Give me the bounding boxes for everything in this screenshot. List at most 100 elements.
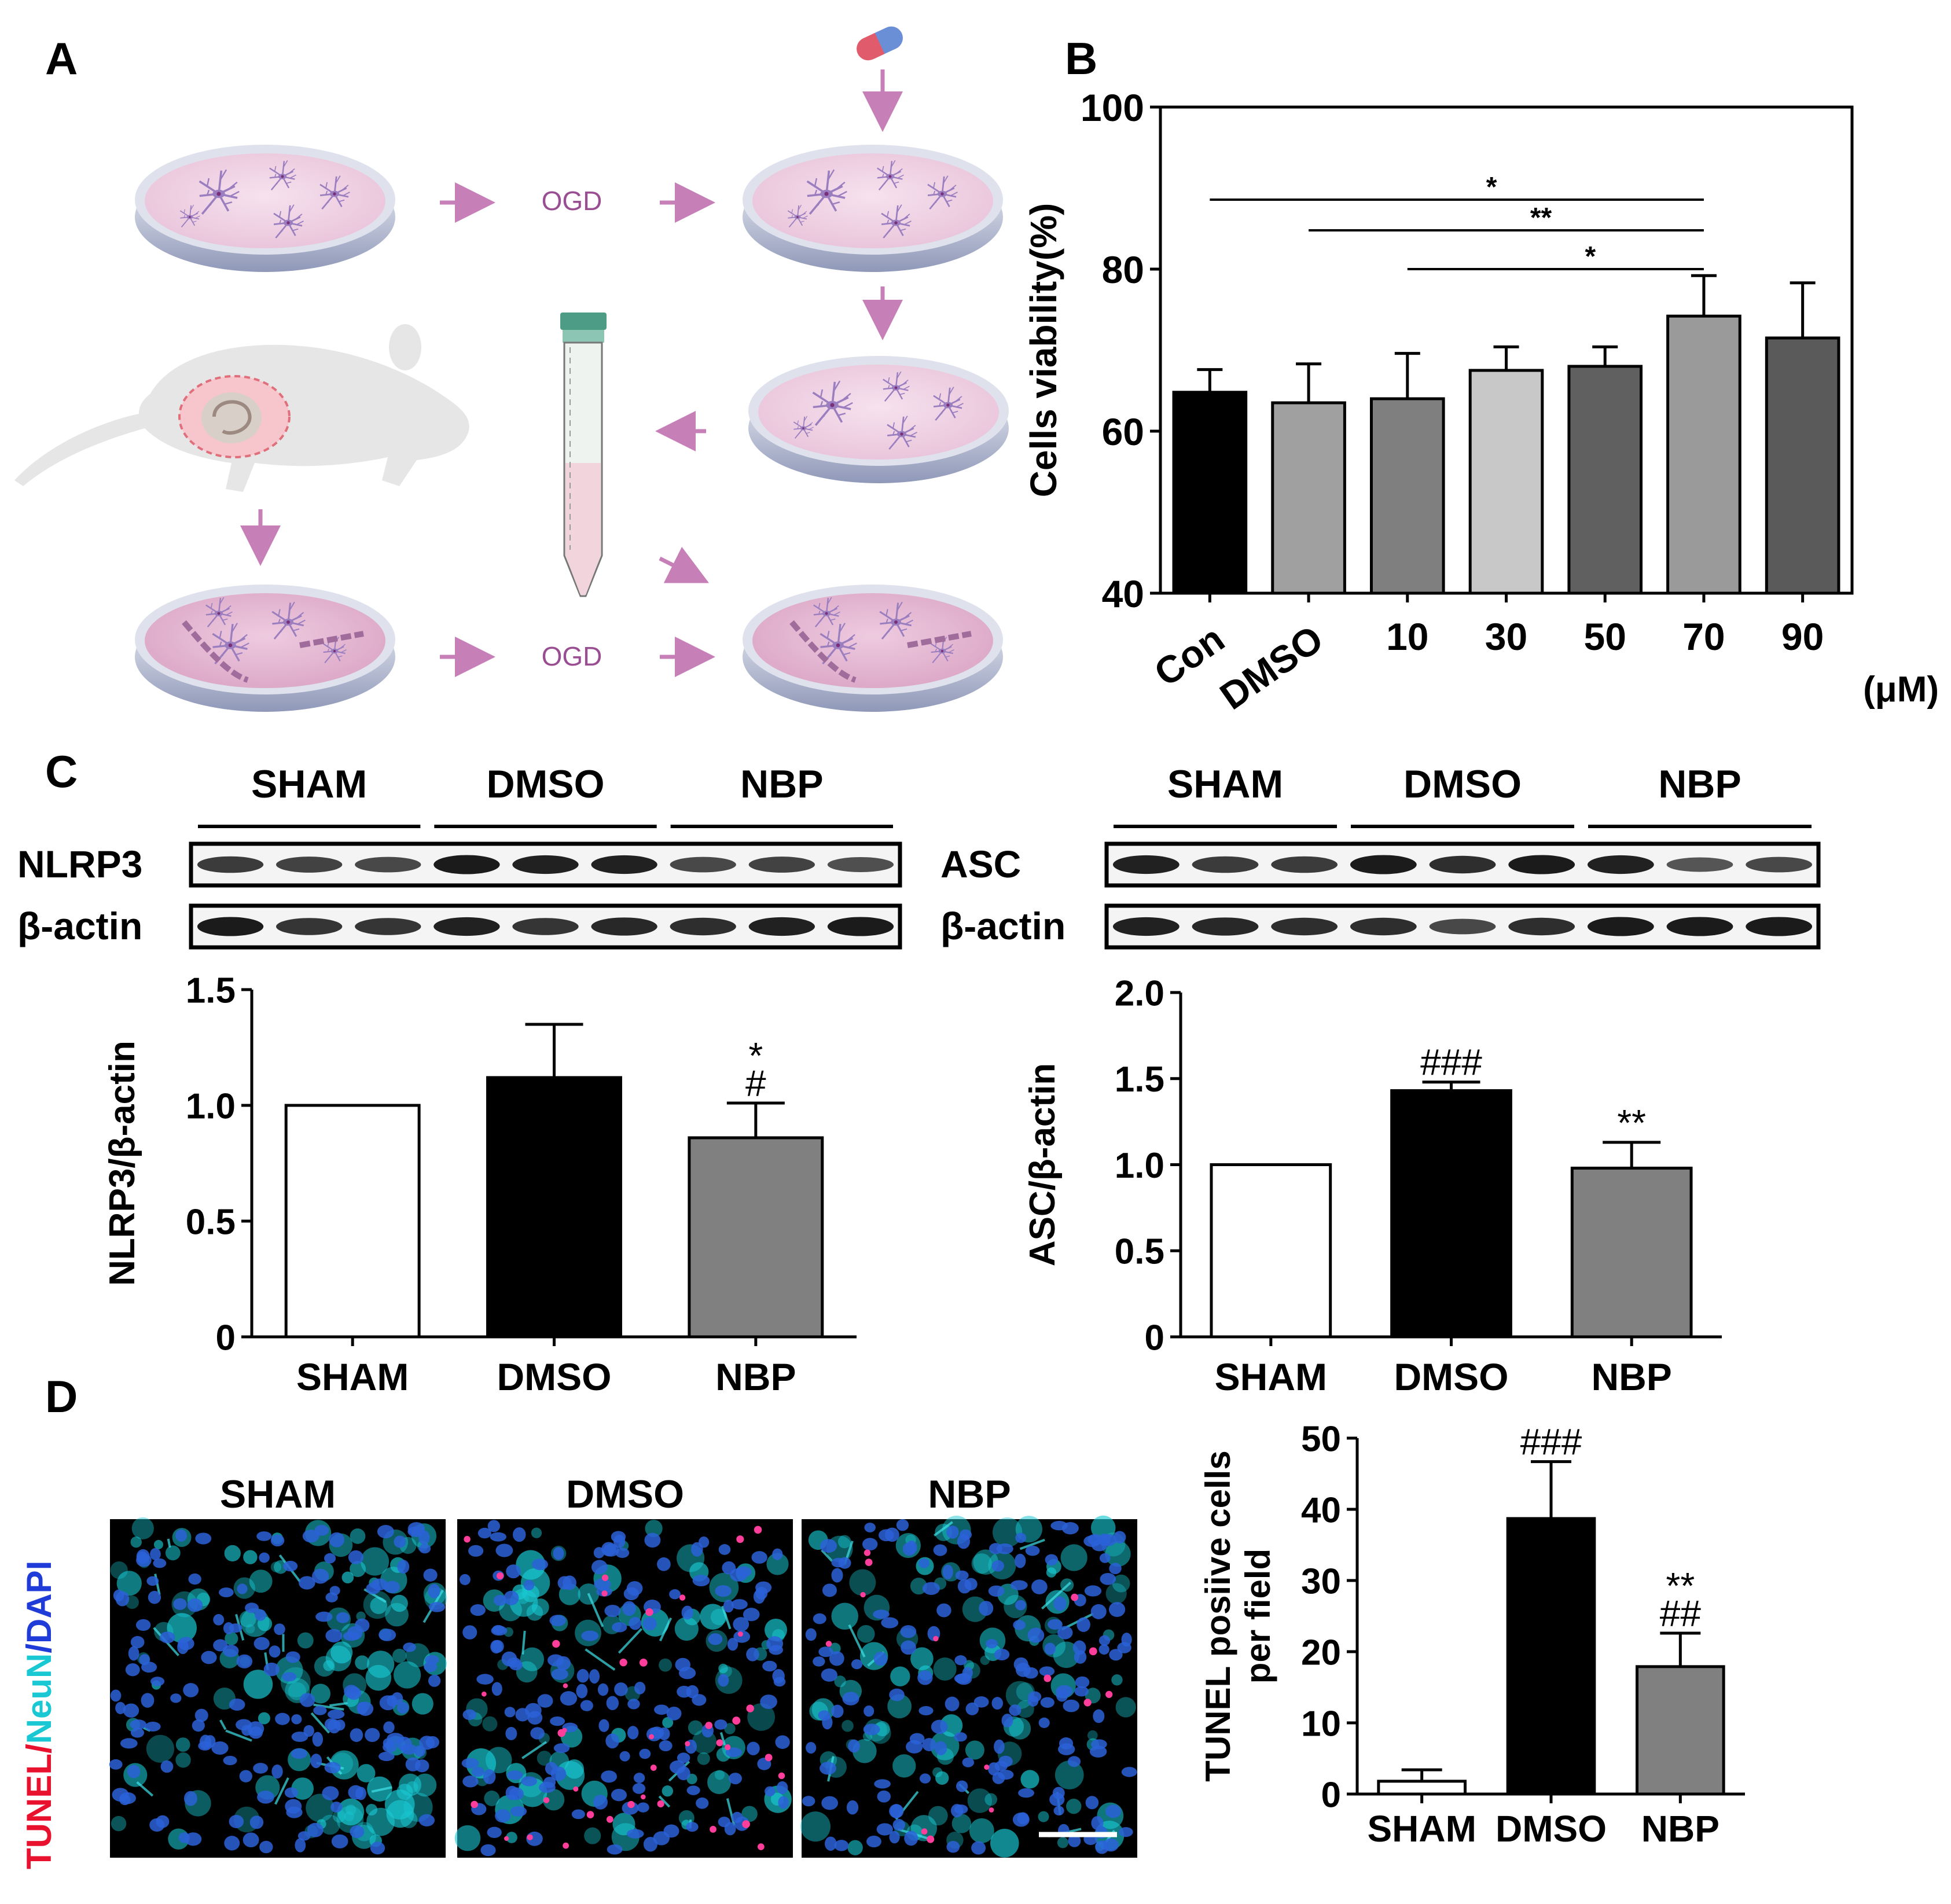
- dapi-nucleus: [397, 1701, 409, 1714]
- dapi-nucleus: [557, 1576, 572, 1590]
- dapi-nucleus: [370, 1841, 385, 1855]
- neuron-2-1: [883, 371, 910, 402]
- neuron-nucleus: [333, 649, 336, 653]
- dapi-nucleus: [521, 1776, 538, 1787]
- dapi-nucleus: [253, 1637, 270, 1651]
- neuron-branch: [899, 392, 905, 395]
- neuron-branch: [289, 174, 296, 179]
- neuron-cells: [179, 160, 972, 683]
- neuron-branch: [945, 655, 950, 658]
- neuron-branch: [219, 631, 222, 639]
- neuron-b0-0: [212, 623, 249, 665]
- dapi-nucleus: [329, 1532, 345, 1548]
- dapi-nucleus: [175, 1529, 187, 1542]
- neuron-branch: [830, 618, 836, 621]
- panel-letter-a: A: [45, 33, 78, 84]
- dapi-nucleus: [904, 1831, 918, 1846]
- tunel-dot: [921, 1828, 928, 1835]
- neun-cell: [537, 1751, 552, 1766]
- blot-band: [197, 856, 264, 873]
- dapi-nucleus: [336, 1612, 350, 1623]
- neun-cell: [258, 1712, 270, 1725]
- dapi-nucleus: [348, 1550, 363, 1564]
- neuron-branch: [905, 619, 913, 625]
- blot-row-label: β-actin: [17, 905, 142, 947]
- dapi-nucleus: [537, 1694, 553, 1708]
- tunel-dot: [471, 1800, 478, 1809]
- dapi-nucleus: [187, 1598, 203, 1612]
- neurite: [274, 1777, 289, 1805]
- myelin-fiber: [299, 631, 364, 648]
- neuron-branch: [802, 211, 807, 215]
- dapi-nucleus: [864, 1523, 876, 1532]
- dapi-nucleus: [1063, 1699, 1080, 1712]
- dapi-nucleus: [922, 1738, 936, 1752]
- dapi-nucleus: [632, 1782, 646, 1794]
- dapi-nucleus: [110, 1689, 122, 1702]
- blot-band: [1350, 855, 1417, 874]
- neuron-branch: [954, 396, 962, 402]
- neuron-branch: [335, 175, 341, 184]
- neun-cell: [857, 1624, 875, 1643]
- neuron-nucleus: [228, 643, 233, 648]
- neurite: [618, 1628, 643, 1654]
- flow-arrows: [240, 69, 903, 677]
- neuron-branch: [280, 630, 282, 633]
- neun-cell: [662, 1785, 673, 1797]
- neuron-branch: [221, 654, 224, 657]
- blot-band: [748, 917, 815, 936]
- blot-band: [512, 918, 579, 935]
- neuron-branch: [886, 609, 888, 616]
- dapi-nucleus: [297, 1831, 311, 1841]
- dapi-nucleus: [1039, 1666, 1055, 1677]
- neuron-branch: [822, 415, 825, 418]
- neuron-branch: [897, 174, 904, 179]
- bar: [1567, 365, 1643, 595]
- neuron-nucleus: [189, 216, 191, 218]
- dapi-nucleus: [1085, 1796, 1099, 1810]
- micrograph-dmso: DMSO: [454, 1472, 793, 1858]
- neuron-branch: [820, 620, 822, 622]
- dapi-nucleus: [864, 1705, 875, 1717]
- dapi-nucleus: [1031, 1579, 1048, 1594]
- dapi-nucleus: [539, 1782, 556, 1793]
- dapi-nucleus: [822, 1583, 837, 1597]
- neun-cell: [1038, 1811, 1049, 1822]
- neuron-nucleus: [333, 192, 336, 196]
- dapi-nucleus: [383, 1738, 394, 1748]
- tunel-dot: [984, 1765, 990, 1770]
- dapi-nucleus: [236, 1654, 253, 1668]
- dapi-nucleus: [699, 1536, 710, 1548]
- nlrp3-chart: 0 0.5 1.0 1.5 SHAM DMSO NBP #* NLRP3/β-actin: [102, 971, 857, 1398]
- tunel-dot: [1105, 1690, 1113, 1698]
- dapi-nucleus: [637, 1802, 649, 1813]
- dapi-nucleus: [1044, 1642, 1056, 1655]
- tunel-dot: [825, 1641, 832, 1647]
- neuron-branch: [906, 439, 912, 443]
- dapi-nucleus: [613, 1534, 626, 1548]
- bar: [1172, 391, 1248, 595]
- neun-cell: [131, 1517, 154, 1539]
- neuron-branch: [274, 166, 277, 172]
- stain-sep-1: /: [20, 1744, 58, 1754]
- neuron-branch: [946, 199, 953, 203]
- neuron-2-2: [933, 387, 964, 421]
- neuron-branch: [839, 623, 846, 633]
- dapi-nucleus: [1121, 1633, 1132, 1647]
- dapi-nucleus: [1105, 1804, 1122, 1818]
- tunel-dot: [563, 1842, 569, 1849]
- neun-cell: [153, 1539, 164, 1549]
- neuron-nucleus: [216, 192, 221, 196]
- dapi-nucleus: [946, 1841, 960, 1853]
- dapi-nucleus: [504, 1707, 516, 1718]
- tunel-dot: [557, 1729, 566, 1737]
- neurite: [585, 1648, 616, 1671]
- neuron-branch: [195, 215, 200, 219]
- dapi-nucleus: [627, 1699, 640, 1710]
- y-tick-label: 10: [1301, 1704, 1341, 1744]
- dapi-nucleus: [957, 1534, 971, 1549]
- tunel-dot: [496, 1572, 504, 1579]
- dapi-nucleus: [956, 1780, 968, 1792]
- dapi-nucleus: [379, 1751, 395, 1761]
- dapi-nucleus: [772, 1668, 785, 1684]
